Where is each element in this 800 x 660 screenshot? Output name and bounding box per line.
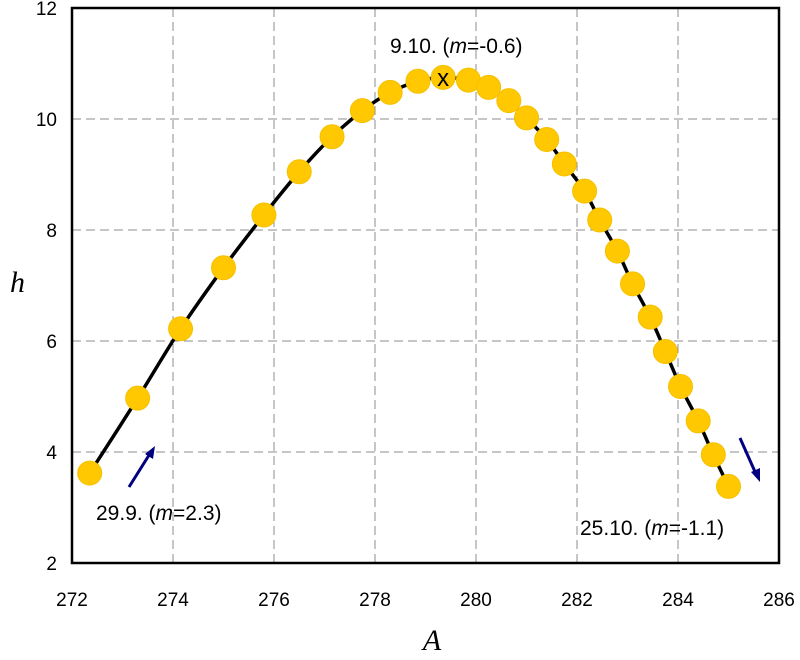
y-tick-labels: 2 4 6 8 10 12 [36, 0, 58, 575]
x-tick-label: 278 [359, 590, 391, 611]
data-point [620, 271, 646, 297]
data-point [476, 74, 502, 100]
x-tick-label: 274 [157, 590, 189, 611]
data-point [125, 385, 151, 411]
data-point [77, 460, 103, 486]
annotation-end: 25.10. (m=-1.1) [580, 517, 724, 540]
data-point [637, 304, 663, 330]
data-point [716, 473, 741, 499]
grid [72, 8, 779, 563]
x-axis-label: A [421, 624, 442, 657]
arrow-down-icon [738, 437, 760, 482]
annotation-start: 29.9. (m=2.3) [96, 502, 222, 525]
x-tick-label: 280 [460, 590, 492, 611]
data-points [77, 64, 741, 499]
data-point [496, 88, 522, 114]
data-point [286, 159, 312, 185]
data-point [700, 442, 726, 468]
data-point [349, 98, 375, 124]
data-point [405, 68, 431, 94]
y-tick-label: 6 [46, 332, 57, 353]
data-point [685, 408, 711, 434]
x-tick-label: 284 [662, 590, 694, 611]
x-tick-labels: 272 274 276 278 280 282 284 286 [56, 590, 795, 611]
y-tick-label: 2 [46, 554, 57, 575]
annotation-peak: 9.10. (m=-0.6) [390, 35, 523, 58]
data-point [430, 64, 456, 90]
data-point [251, 202, 277, 228]
peak-marker: x [437, 65, 449, 92]
y-axis-label: h [10, 266, 25, 299]
y-tick-label: 8 [46, 221, 57, 242]
data-point [587, 207, 613, 233]
x-tick-label: 286 [763, 590, 795, 611]
y-tick-label: 12 [36, 0, 57, 20]
plot-frame [70, 6, 781, 565]
arrow-up-icon [127, 446, 155, 488]
y-tick-label: 10 [36, 110, 57, 131]
y-tick-label: 4 [46, 443, 57, 464]
data-point [168, 316, 194, 342]
x-tick-label: 272 [56, 590, 88, 611]
data-point [377, 79, 403, 105]
data-point [514, 105, 539, 131]
data-point [211, 255, 236, 281]
data-point [551, 151, 577, 177]
data-point [534, 127, 560, 153]
data-point [572, 178, 598, 204]
data-point [604, 238, 630, 264]
x-tick-label: 276 [258, 590, 290, 611]
data-point [319, 124, 345, 150]
x-tick-label: 282 [561, 590, 593, 611]
data-point [668, 374, 694, 400]
data-point [652, 339, 678, 365]
